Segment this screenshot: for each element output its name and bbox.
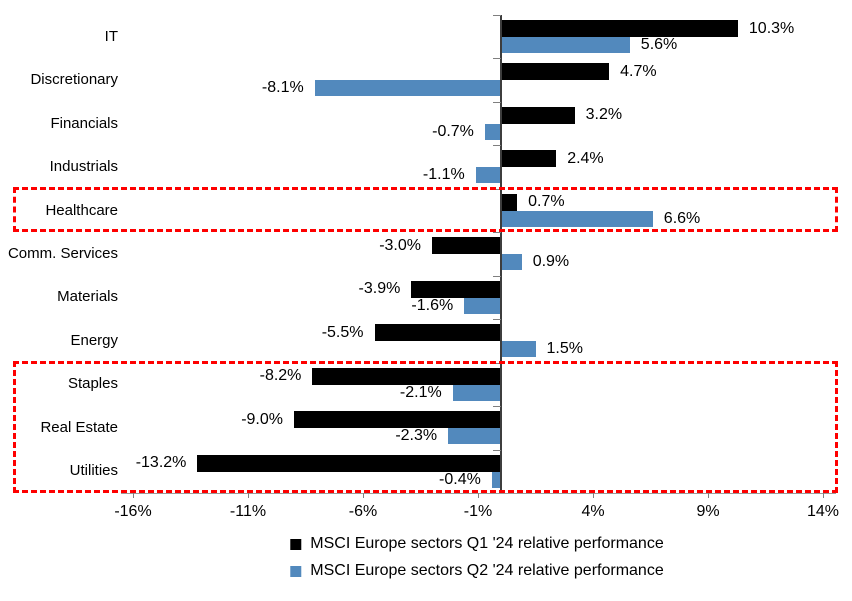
x-axis-tick-label: -1% — [463, 503, 493, 520]
bar-q2 — [501, 37, 630, 53]
x-axis-tick — [363, 493, 364, 498]
category-label: Energy — [70, 331, 118, 349]
category-axis-tick — [493, 101, 501, 103]
value-label: -8.2% — [259, 367, 302, 385]
bar-q2 — [314, 80, 501, 97]
value-label: 10.3% — [748, 19, 795, 37]
x-axis-tick-label: -16% — [114, 503, 152, 520]
bar-q1 — [501, 106, 575, 124]
bar-q2 — [491, 471, 501, 488]
category-label: Materials — [57, 288, 118, 306]
x-axis-tick — [478, 493, 479, 498]
legend-label-q1: MSCI Europe sectors Q1 '24 relative perf… — [310, 535, 664, 552]
category-label: Discretionary — [30, 71, 118, 89]
category-label: Comm. Services — [7, 245, 118, 262]
bar-q2 — [501, 210, 653, 227]
value-label: -1.1% — [422, 166, 465, 184]
bar-q2 — [501, 341, 536, 358]
x-axis-tick — [593, 493, 594, 498]
category-axis-tick — [493, 362, 501, 364]
value-label: 3.2% — [585, 106, 623, 124]
bar-q1 — [501, 20, 738, 37]
category-label: Real Estate — [40, 418, 118, 436]
value-label: 0.9% — [532, 253, 570, 271]
value-label: -0.4% — [439, 470, 481, 488]
value-label: -2.3% — [395, 427, 438, 445]
category-axis-tick — [493, 319, 501, 321]
bar-q2 — [448, 428, 501, 445]
legend-item-q1: MSCI Europe sectors Q1 '24 relative perf… — [290, 534, 664, 554]
legend-swatch-q1-icon — [290, 538, 302, 550]
value-label: -1.6% — [411, 296, 454, 314]
x-axis-tick-label: 14% — [806, 503, 840, 520]
bar-q1 — [411, 280, 501, 298]
value-label: -9.0% — [241, 410, 283, 428]
value-label: 0.7% — [528, 193, 565, 211]
category-label: IT — [104, 27, 118, 45]
value-axis-line — [500, 15, 502, 493]
value-label: 5.6% — [640, 36, 678, 53]
bar-q1 — [501, 63, 610, 81]
bar-q2 — [475, 167, 501, 184]
x-axis-tick — [823, 493, 824, 498]
value-label: -0.7% — [432, 122, 474, 140]
category-axis-tick — [493, 406, 501, 408]
healthcare-highlight — [13, 186, 838, 233]
legend-swatch-q2-icon — [290, 565, 302, 577]
value-label: 6.6% — [663, 209, 701, 227]
bar-q1 — [374, 324, 501, 342]
category-axis-tick — [493, 15, 501, 16]
value-label: -13.2% — [135, 454, 187, 472]
x-axis-tick — [248, 493, 249, 498]
legend-label-q2: MSCI Europe sectors Q2 '24 relative perf… — [310, 562, 664, 579]
value-label: -8.1% — [261, 79, 304, 97]
bar-q1 — [312, 367, 501, 385]
category-label: Financials — [50, 114, 118, 132]
x-axis-tick — [133, 493, 134, 498]
value-label: -3.9% — [358, 280, 401, 298]
x-axis-tick-label: 4% — [581, 503, 605, 520]
category-axis-tick — [493, 275, 501, 277]
category-axis-tick — [493, 145, 501, 147]
value-label: -2.1% — [399, 383, 442, 401]
x-axis-tick — [708, 493, 709, 498]
bar-q1 — [501, 193, 518, 211]
category-label: Utilities — [69, 462, 118, 480]
value-label: -3.0% — [379, 236, 421, 254]
bar-q2 — [452, 384, 501, 401]
x-axis-tick-label: 9% — [696, 503, 720, 520]
value-label: 4.7% — [620, 62, 657, 80]
bar-q1 — [197, 454, 501, 472]
category-label: Staples — [67, 375, 118, 393]
value-label: 2.4% — [567, 149, 604, 167]
bar-q1 — [294, 411, 501, 429]
category-axis-tick — [493, 188, 501, 190]
bar-q2 — [501, 254, 522, 271]
bar-q1 — [432, 237, 501, 255]
legend-item-q2: MSCI Europe sectors Q2 '24 relative perf… — [290, 561, 664, 581]
value-label: -5.5% — [321, 323, 364, 341]
category-label: Healthcare — [45, 201, 118, 219]
x-axis-tick-label: -11% — [229, 503, 267, 520]
x-axis-tick-label: -6% — [348, 503, 378, 520]
category-label: Industrials — [49, 158, 118, 176]
bar-q2 — [484, 123, 501, 140]
category-axis-tick — [493, 58, 501, 60]
value-label: 1.5% — [546, 340, 583, 358]
category-axis-tick — [493, 232, 501, 234]
bar-q2 — [464, 297, 501, 314]
category-axis-tick — [493, 449, 501, 451]
bar-q1 — [501, 150, 557, 168]
